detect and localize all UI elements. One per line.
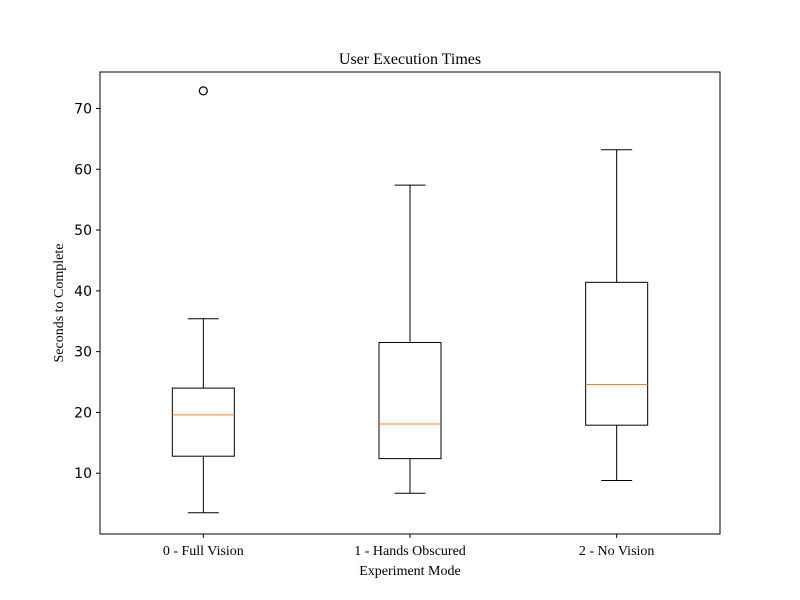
x-tick-label-1: 1 - Hands Obscured bbox=[354, 544, 466, 559]
y-tick-label-0: 10 bbox=[74, 466, 92, 482]
y-tick-label-1: 20 bbox=[74, 405, 92, 421]
y-axis-label: Seconds to Complete bbox=[52, 244, 67, 363]
plot-area: 10 20 30 40 50 60 70 0 - Full Vision 1 - Hands O… bbox=[74, 71, 721, 559]
x-tick-label-0: 0 - Full Vision bbox=[163, 544, 244, 559]
y-tick-label-5: 60 bbox=[74, 162, 92, 178]
x-axis-label: Experiment Mode bbox=[359, 564, 460, 579]
y-tick-label-6: 70 bbox=[74, 101, 92, 117]
y-tick-label-3: 40 bbox=[74, 284, 92, 300]
x-tick-label-2: 2 - No Vision bbox=[579, 544, 655, 559]
axes-frame bbox=[99, 71, 721, 535]
box-1 bbox=[378, 342, 442, 460]
box-2 bbox=[585, 281, 649, 426]
box-0 bbox=[171, 387, 235, 457]
chart-title: User Execution Times bbox=[339, 51, 481, 68]
outlier-0-0 bbox=[198, 86, 208, 96]
y-tick-label-2: 30 bbox=[74, 345, 92, 361]
y-tick-label-4: 50 bbox=[74, 223, 92, 239]
